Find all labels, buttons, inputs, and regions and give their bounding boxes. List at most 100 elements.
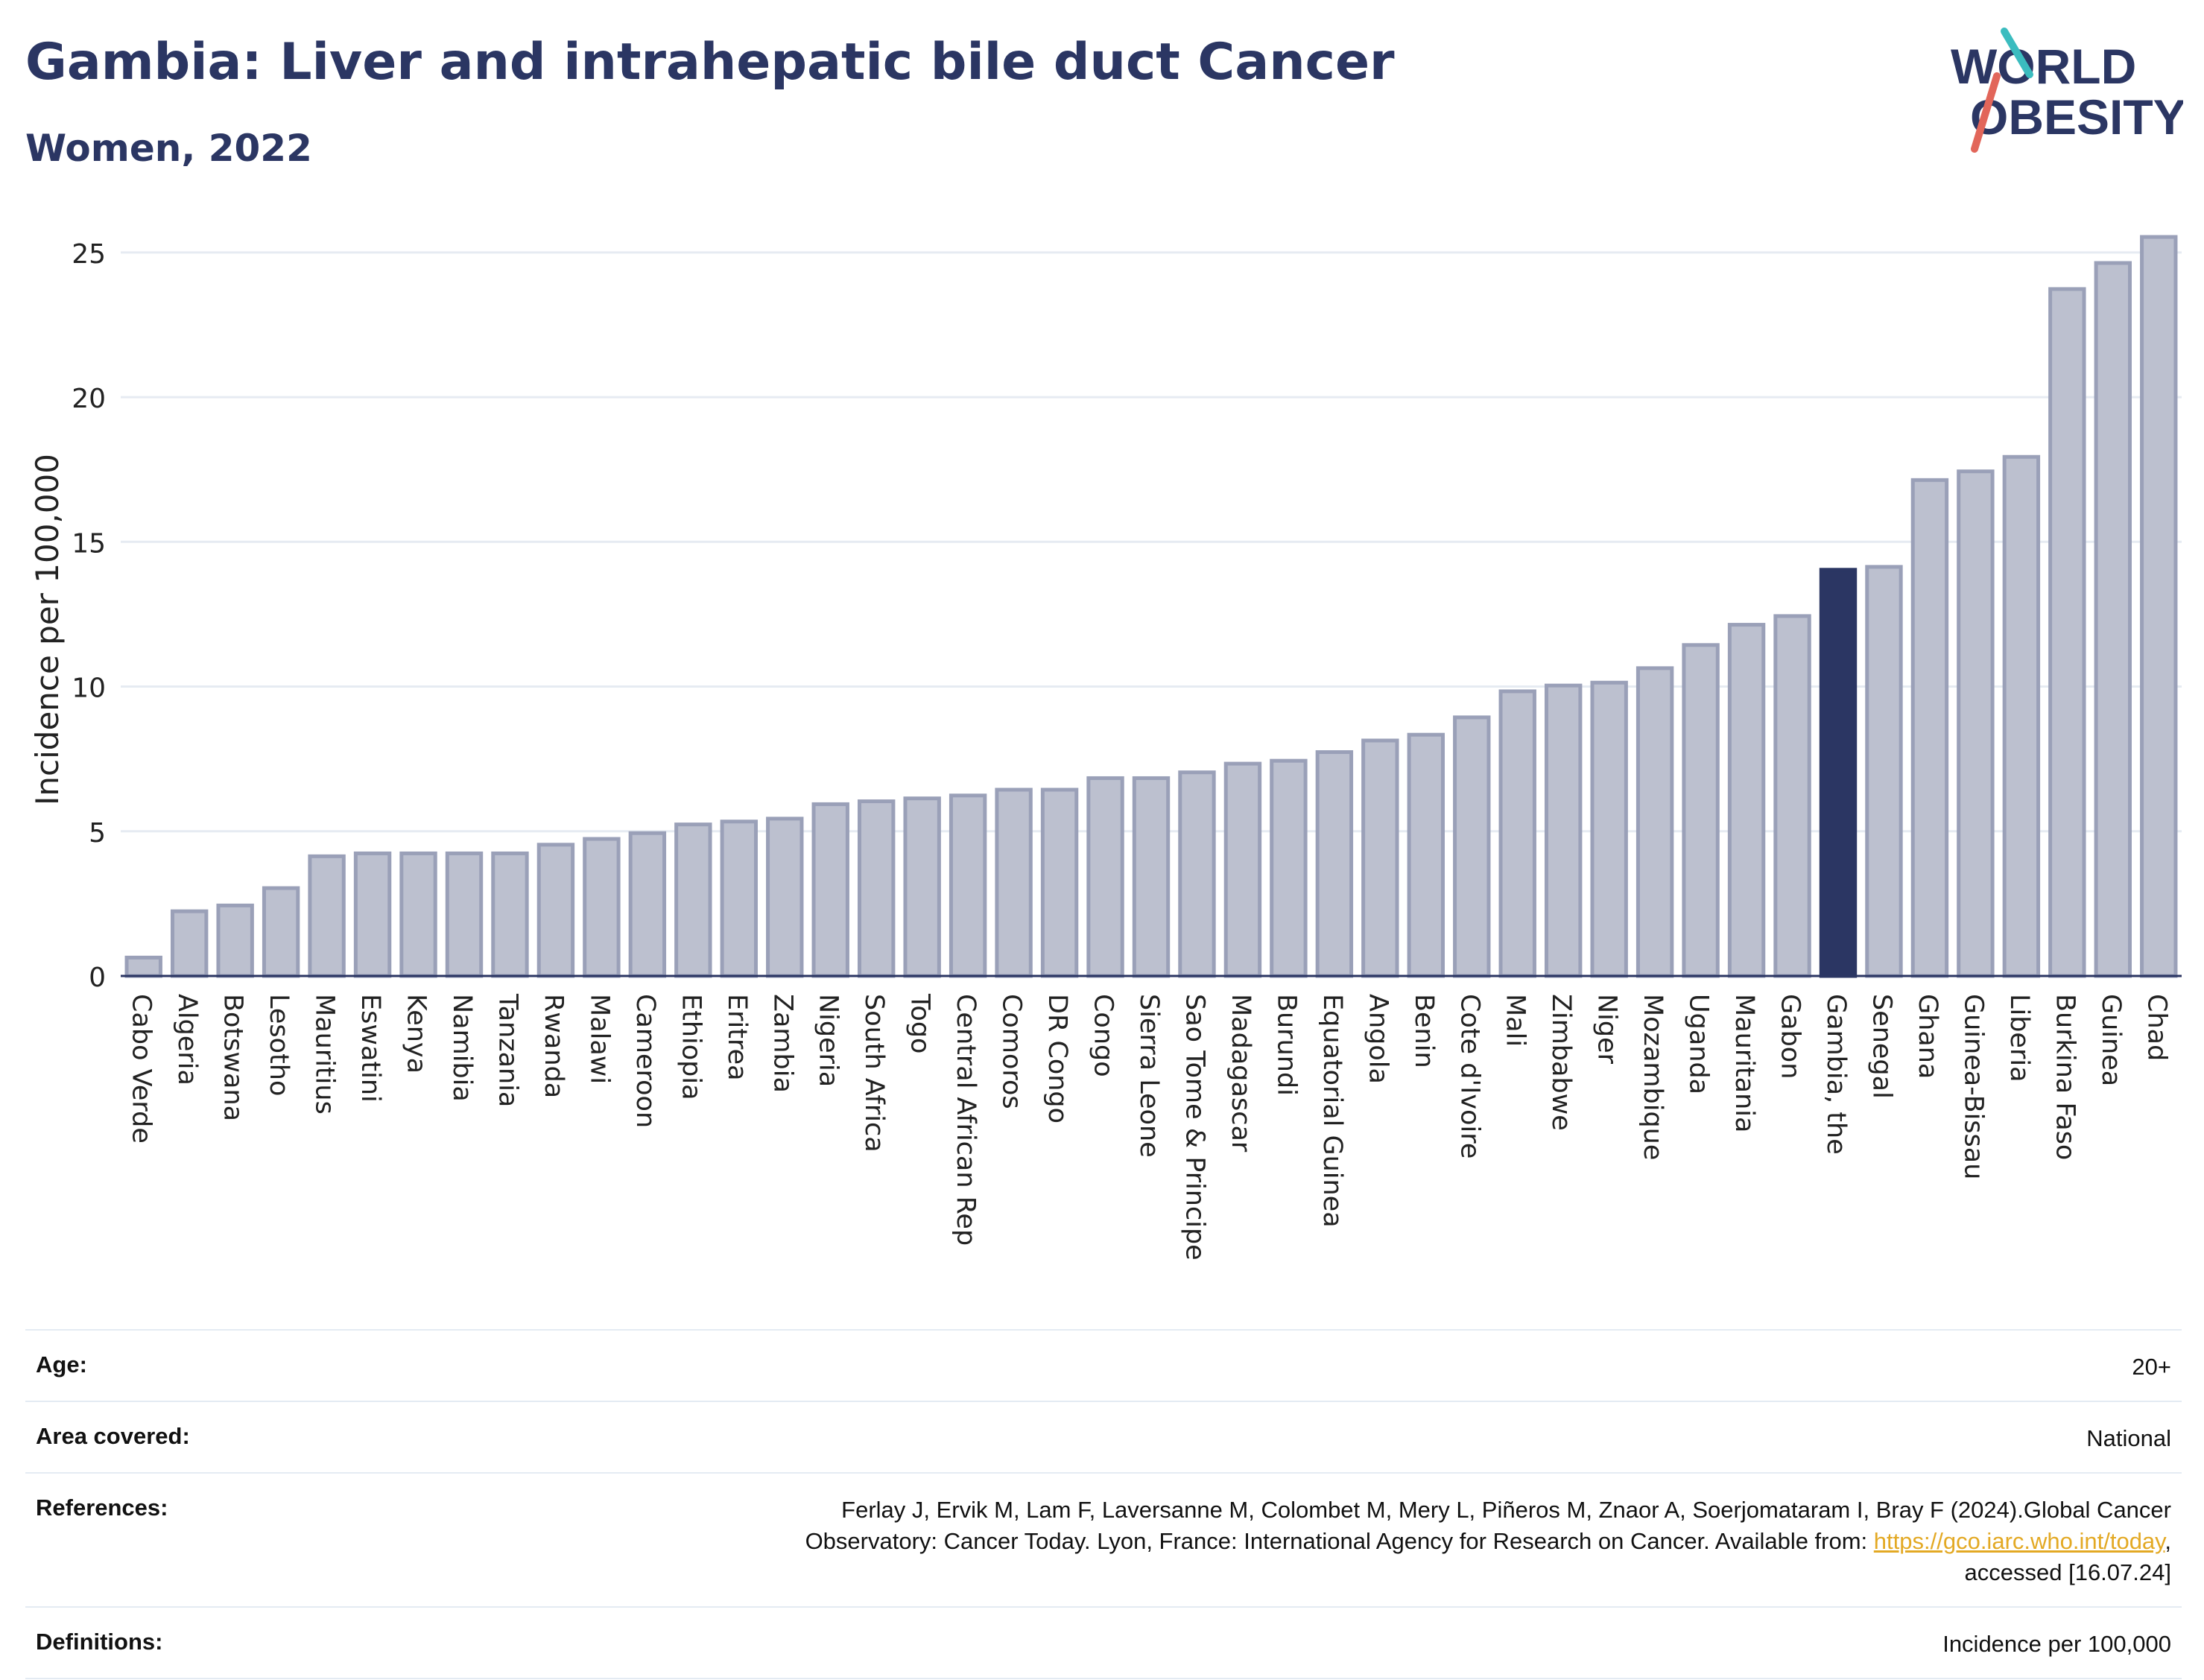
x-tick-label: Madagascar (1226, 994, 1255, 1153)
bar[interactable] (628, 831, 667, 978)
meta-row-references: References: Ferlay J, Ervik M, Lam F, La… (25, 1472, 2182, 1606)
references-link[interactable]: https://gco.iarc.who.int/today (1873, 1528, 2165, 1554)
x-tick-label: Cabo Verde (127, 994, 156, 1144)
definitions-value: Incidence per 100,000 (1942, 1631, 2171, 1657)
definitions-label: Definitions: (36, 1629, 163, 1655)
y-axis-title: Incidence per 100,000 (29, 454, 66, 805)
bar[interactable] (1910, 478, 1949, 978)
bar[interactable] (1178, 770, 1216, 978)
bar[interactable] (124, 955, 162, 978)
metadata-table: Age: 20+ Area covered: National Referenc… (25, 1329, 2182, 1679)
age-label: Age: (36, 1351, 87, 1378)
y-tick-label: 25 (72, 239, 106, 270)
bar[interactable] (1132, 776, 1171, 978)
bar[interactable] (1498, 689, 1536, 978)
bar[interactable] (1635, 666, 1674, 978)
x-tick-label: Uganda (1684, 994, 1714, 1094)
meta-row-age: Age: 20+ (25, 1329, 2182, 1401)
bar[interactable] (583, 837, 621, 978)
bar[interactable] (766, 817, 804, 978)
references-line1: Ferlay J, Ervik M, Lam F, Laversanne M, … (841, 1497, 2171, 1523)
x-tick-label: Togo (905, 993, 935, 1053)
x-tick-label: Rwanda (539, 994, 569, 1098)
chart-subtitle: Women, 2022 (25, 127, 312, 170)
bar[interactable] (1040, 787, 1079, 978)
x-tick-label: Chad (2141, 994, 2171, 1061)
bar[interactable] (353, 851, 392, 978)
bar[interactable] (1773, 614, 1811, 978)
bar[interactable] (995, 787, 1033, 978)
bar[interactable] (1865, 565, 1903, 978)
bar[interactable] (2048, 287, 2086, 978)
bar[interactable] (1590, 680, 1628, 978)
x-tick-label: Sao Tome & Principe (1179, 994, 1209, 1261)
x-tick-label: Kenya (402, 994, 431, 1074)
bar[interactable] (1270, 758, 1308, 978)
x-tick-label: Zimbabwe (1546, 994, 1576, 1131)
bar[interactable] (1223, 761, 1262, 978)
x-tick-label: Ethiopia (676, 994, 706, 1100)
x-tick-label: Algeria (172, 994, 202, 1085)
bar[interactable] (1544, 683, 1583, 978)
logo-text-obesity: OBESITY (1970, 89, 2183, 145)
x-tick-label: Mauritania (1729, 994, 1759, 1132)
bar[interactable] (1086, 776, 1124, 978)
bar[interactable] (445, 851, 484, 978)
logo-red-stroke (1971, 72, 2001, 153)
logo-text-world: WORLD (1951, 39, 2136, 94)
bar[interactable] (262, 886, 300, 978)
bar[interactable] (308, 854, 346, 978)
bar[interactable] (2002, 454, 2041, 978)
x-tick-label: Angola (1363, 994, 1393, 1084)
bar[interactable] (2140, 235, 2178, 978)
bar[interactable] (1361, 738, 1399, 978)
x-tick-label: Congo (1089, 994, 1118, 1077)
bar[interactable] (399, 851, 437, 978)
references-value: Ferlay J, Ervik M, Lam F, Laversanne M, … (805, 1494, 2171, 1588)
world-obesity-logo: WORLD OBESITY (1951, 28, 2183, 153)
meta-row-definitions: Definitions: Incidence per 100,000 (25, 1606, 2182, 1679)
x-tick-label: Gabon (1776, 994, 1805, 1079)
bar[interactable] (1315, 750, 1354, 978)
bar[interactable] (216, 903, 254, 978)
x-tick-label: DR Congo (1042, 994, 1072, 1123)
bar[interactable] (170, 909, 209, 978)
bar[interactable] (811, 802, 849, 978)
x-tick-label: Mozambique (1638, 994, 1668, 1160)
references-label: References: (36, 1494, 168, 1521)
bar[interactable] (2094, 261, 2132, 978)
bar[interactable] (1453, 715, 1491, 978)
references-line3: accessed [16.07.24] (1964, 1559, 2171, 1585)
x-tick-label: Comoros (997, 994, 1027, 1109)
bar[interactable] (720, 820, 759, 978)
x-tick-label: Benin (1409, 994, 1439, 1068)
x-axis-labels: Cabo Verde Algeria Botswana Lesotho Mauritiu… (127, 993, 2172, 1261)
bar[interactable] (949, 793, 987, 978)
x-tick-label: Senegal (1866, 994, 1896, 1099)
bar[interactable] (903, 796, 941, 978)
bar[interactable] (674, 822, 712, 978)
x-tick-label: Burkina Faso (2050, 994, 2080, 1160)
bar[interactable] (536, 843, 575, 978)
bar[interactable] (491, 851, 529, 978)
area-value: National (2086, 1425, 2171, 1451)
x-tick-label: Liberia (2004, 994, 2034, 1083)
x-tick-label: Cameroon (630, 994, 660, 1128)
bar[interactable] (1727, 623, 1766, 978)
bar[interactable] (1682, 643, 1720, 978)
x-tick-label: Eritrea (722, 994, 752, 1081)
y-tick-label: 20 (72, 384, 106, 414)
bar[interactable] (1819, 568, 1858, 978)
bar[interactable] (857, 799, 896, 978)
y-axis-ticks: 0 5 10 15 20 25 (72, 239, 106, 993)
y-tick-label: 5 (89, 818, 106, 849)
y-tick-label: 0 (89, 963, 106, 993)
bar[interactable] (1407, 732, 1445, 978)
x-tick-label: Lesotho (264, 994, 294, 1096)
bar[interactable] (1957, 469, 1995, 978)
x-tick-label: South Africa (859, 994, 889, 1153)
references-line2: Observatory: Cancer Today. Lyon, France:… (805, 1528, 1874, 1554)
x-tick-label: Eswatini (355, 994, 385, 1103)
x-tick-label: Guinea (2096, 994, 2126, 1086)
x-tick-label: Burundi (1271, 994, 1301, 1096)
